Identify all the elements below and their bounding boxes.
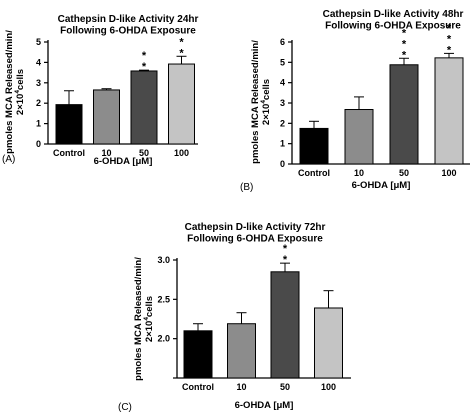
y-axis-title: pmoles MCA Released/min/2×104cells bbox=[4, 30, 26, 154]
y-axis-title-part: 2×10 bbox=[144, 321, 155, 342]
panel-label: (C) bbox=[118, 402, 132, 413]
y-tick-label: 2.5 bbox=[157, 294, 170, 304]
bar bbox=[270, 271, 300, 379]
significance-marker: * bbox=[447, 33, 452, 45]
x-tick-label: 100 bbox=[321, 382, 336, 392]
y-tick-label: 1 bbox=[280, 139, 285, 149]
bar bbox=[183, 330, 213, 379]
y-tick-label: 3 bbox=[36, 78, 41, 88]
y-axis-title-line: pmoles MCA Released/min/ bbox=[250, 40, 261, 164]
y-axis-title-superscript: 4 bbox=[260, 100, 267, 104]
chart-title: Cathepsin D-like Activity 72hr Following … bbox=[185, 222, 326, 245]
x-tick-label: 10 bbox=[101, 148, 111, 158]
bar bbox=[314, 307, 343, 379]
y-axis-title-superscript: 4 bbox=[143, 317, 150, 321]
y-tick-label: 0 bbox=[280, 159, 285, 169]
significance-marker: * bbox=[283, 254, 288, 266]
significance-marker: * bbox=[402, 38, 407, 50]
significance-marker: * bbox=[179, 36, 184, 48]
significance-marker: * bbox=[283, 243, 288, 255]
chart-panel-3: Cathepsin D-like Activity 72hr Following … bbox=[118, 222, 351, 413]
y-axis-title: pmoles MCA Released/min/2×104cells bbox=[133, 257, 155, 381]
bar bbox=[227, 323, 256, 379]
y-tick-label: 2 bbox=[280, 118, 285, 128]
x-tick-label: 100 bbox=[174, 148, 189, 158]
x-tick-label: 50 bbox=[139, 148, 149, 158]
chart-title-line: Following 6-OHDA Exposure bbox=[187, 234, 323, 245]
chart-panel-1: Cathepsin D-like Activity 24hr Following … bbox=[2, 14, 198, 167]
significance-marker: * bbox=[447, 44, 452, 56]
y-axis-title-part: cells bbox=[261, 79, 272, 100]
bar bbox=[130, 70, 158, 145]
y-tick-label: 5 bbox=[36, 37, 41, 47]
x-tick-label: Control bbox=[53, 148, 85, 158]
y-axis-title-part: cells bbox=[144, 296, 155, 317]
y-axis-title-part: cells bbox=[15, 69, 26, 90]
y-tick-label: 4 bbox=[280, 78, 285, 88]
x-tick-label: 50 bbox=[399, 168, 409, 178]
bar bbox=[55, 104, 83, 145]
y-axis-title-line: pmoles MCA Released/min/ bbox=[4, 30, 15, 154]
bar bbox=[389, 64, 419, 165]
significance-marker: * bbox=[402, 49, 407, 61]
x-tick-label: Control bbox=[298, 168, 330, 178]
chart-title-line: Following 6-OHDA Exposure bbox=[325, 21, 461, 32]
y-tick-label: 6 bbox=[280, 37, 285, 47]
x-axis-title: 6-OHDA [μM] bbox=[352, 180, 411, 191]
significance-marker: * bbox=[402, 27, 407, 39]
significance-marker: * bbox=[447, 22, 452, 34]
bar bbox=[168, 63, 195, 145]
significance-marker: * bbox=[179, 47, 184, 59]
y-tick-label: 0 bbox=[36, 139, 41, 149]
y-axis-title-superscript: 4 bbox=[14, 90, 21, 94]
x-axis-title: 6-OHDA [μM] bbox=[235, 400, 294, 411]
chart-title-line: Cathepsin D-like Activity 48hr bbox=[323, 9, 464, 20]
x-tick-label: 100 bbox=[441, 168, 456, 178]
significance-marker: * bbox=[142, 61, 147, 73]
bar bbox=[93, 89, 120, 145]
x-tick-label: 50 bbox=[280, 382, 290, 392]
x-tick-label: Control bbox=[182, 382, 214, 392]
y-axis-title-part: 2×10 bbox=[15, 94, 26, 115]
y-axis-title-line: 2×104cells bbox=[260, 79, 272, 125]
chart-title-line: Following 6-OHDA Exposure bbox=[60, 26, 196, 37]
panel-label: (A) bbox=[2, 154, 15, 165]
y-axis-title-part: 2×10 bbox=[261, 104, 272, 125]
panel-label: (B) bbox=[240, 182, 253, 193]
y-tick-label: 1 bbox=[36, 119, 41, 129]
chart-title: Cathepsin D-like Activity 24hr Following … bbox=[58, 14, 199, 37]
chart-title: Cathepsin D-like Activity 48hr Following … bbox=[323, 9, 464, 32]
y-tick-label: 2.0 bbox=[157, 334, 170, 344]
chart-title-line: Cathepsin D-like Activity 24hr bbox=[58, 14, 199, 25]
x-tick-label: 10 bbox=[354, 168, 364, 178]
y-tick-label: 3.0 bbox=[157, 255, 170, 265]
y-axis-title-line: pmoles MCA Released/min/ bbox=[133, 257, 144, 381]
bar bbox=[299, 127, 329, 165]
y-tick-label: 4 bbox=[36, 57, 41, 67]
chart-panel-2: Cathepsin D-like Activity 48hr Following … bbox=[240, 9, 470, 193]
x-tick-label: 10 bbox=[236, 382, 246, 392]
bar bbox=[434, 57, 464, 165]
y-tick-label: 3 bbox=[280, 98, 285, 108]
y-axis-title: pmoles MCA Released/min/2×104cells bbox=[250, 40, 272, 164]
bar bbox=[344, 109, 374, 165]
y-tick-label: 5 bbox=[280, 57, 285, 67]
significance-marker: * bbox=[142, 50, 147, 62]
y-axis-title-line: 2×104cells bbox=[14, 69, 26, 115]
x-axis-title: 6-OHDA [μM] bbox=[94, 156, 153, 167]
y-tick-label: 2 bbox=[36, 98, 41, 108]
y-axis-title-line: 2×104cells bbox=[143, 296, 155, 342]
chart-title-line: Cathepsin D-like Activity 72hr bbox=[185, 222, 326, 233]
